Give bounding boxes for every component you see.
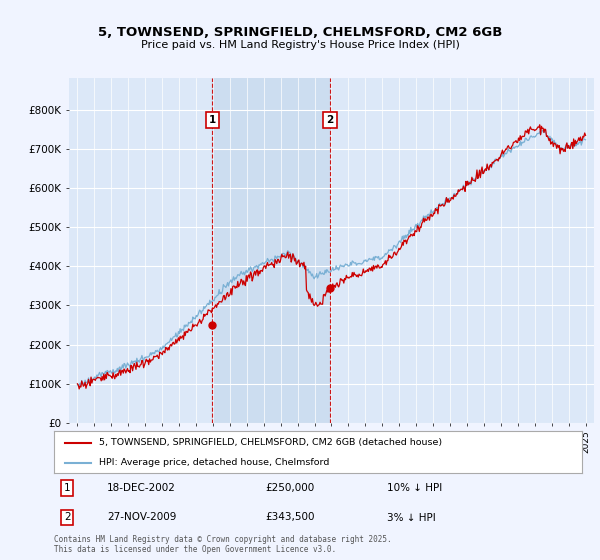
Text: 2: 2 (64, 512, 71, 522)
Text: 27-NOV-2009: 27-NOV-2009 (107, 512, 176, 522)
Text: Contains HM Land Registry data © Crown copyright and database right 2025.
This d: Contains HM Land Registry data © Crown c… (54, 535, 392, 554)
Text: Price paid vs. HM Land Registry's House Price Index (HPI): Price paid vs. HM Land Registry's House … (140, 40, 460, 50)
Text: £343,500: £343,500 (265, 512, 315, 522)
Text: 10% ↓ HPI: 10% ↓ HPI (386, 483, 442, 493)
Text: 5, TOWNSEND, SPRINGFIELD, CHELMSFORD, CM2 6GB: 5, TOWNSEND, SPRINGFIELD, CHELMSFORD, CM… (98, 26, 502, 39)
Text: 1: 1 (64, 483, 71, 493)
Text: HPI: Average price, detached house, Chelmsford: HPI: Average price, detached house, Chel… (99, 458, 329, 467)
Text: 3% ↓ HPI: 3% ↓ HPI (386, 512, 436, 522)
Text: 18-DEC-2002: 18-DEC-2002 (107, 483, 176, 493)
Text: 2: 2 (326, 115, 334, 125)
Text: 5, TOWNSEND, SPRINGFIELD, CHELMSFORD, CM2 6GB (detached house): 5, TOWNSEND, SPRINGFIELD, CHELMSFORD, CM… (99, 438, 442, 447)
Text: 1: 1 (209, 115, 216, 125)
Bar (212, 78, 330, 423)
Text: £250,000: £250,000 (265, 483, 314, 493)
